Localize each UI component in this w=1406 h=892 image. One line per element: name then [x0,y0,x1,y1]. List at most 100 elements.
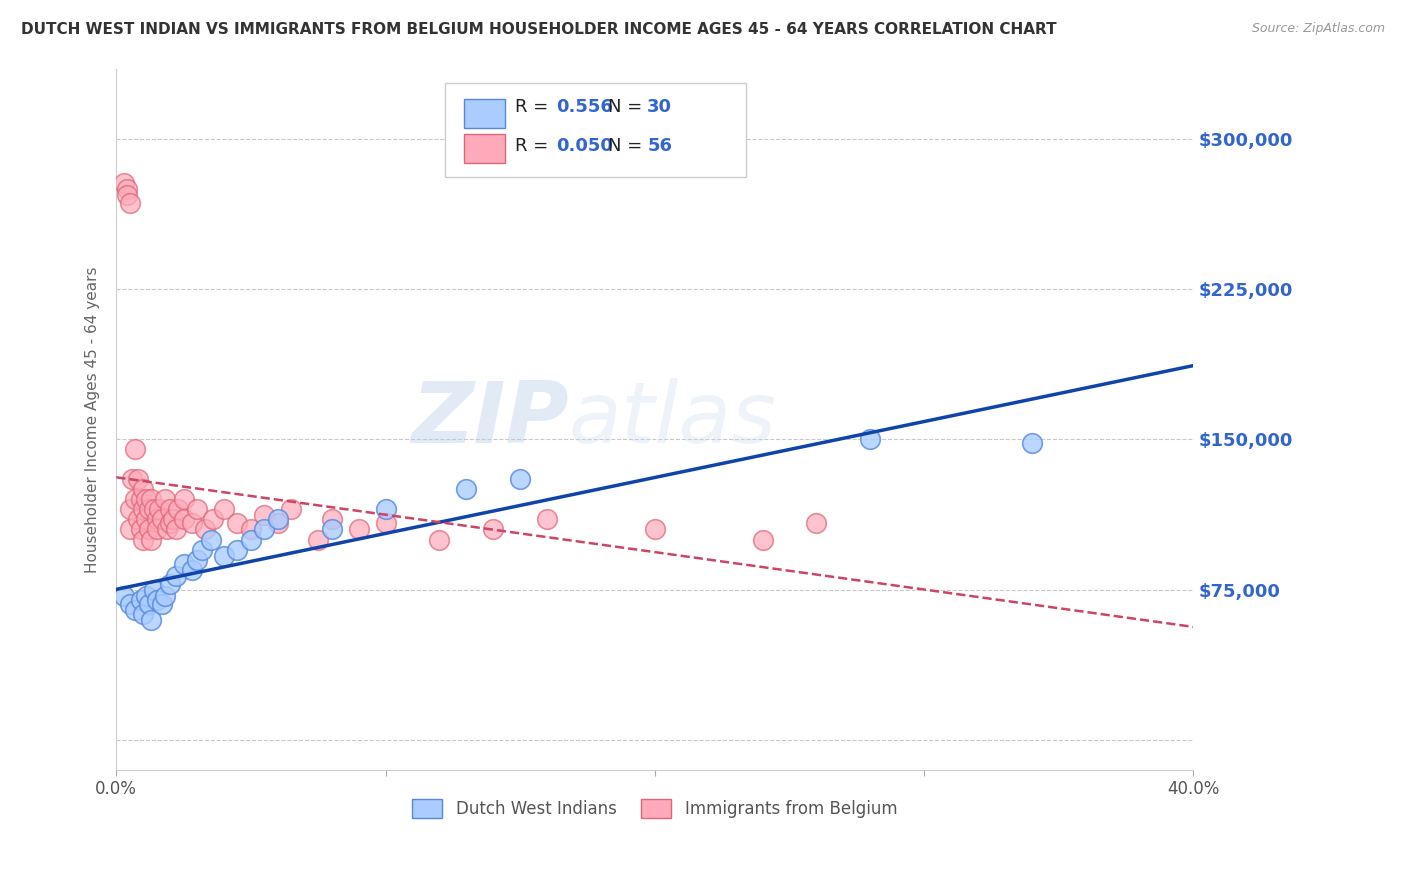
Point [124,442,146,457]
Point [173,557,195,571]
Legend: Dutch West Indians, Immigrants from Belgium: Dutch West Indians, Immigrants from Belg… [405,792,904,825]
Point [143,582,166,597]
Point [180,563,202,577]
Point [429,533,451,547]
Point [1021,436,1043,450]
Point [253,523,276,537]
Point [159,502,181,516]
Point [200,533,222,547]
Point [191,542,214,557]
Y-axis label: Householder Income Ages 45 - 64 years: Householder Income Ages 45 - 64 years [86,266,100,573]
Text: Source: ZipAtlas.com: Source: ZipAtlas.com [1251,22,1385,36]
Point [150,597,173,611]
Point [141,492,163,507]
Point [509,472,531,486]
Point [145,512,167,526]
Point [129,492,152,507]
Point [267,516,290,531]
FancyBboxPatch shape [464,99,505,128]
Point [186,502,208,516]
Point [141,533,163,547]
Point [456,483,478,497]
Point [124,492,146,507]
Point [118,502,141,516]
Point [159,516,181,531]
Point [153,589,176,603]
Point [112,589,135,603]
Point [153,492,176,507]
FancyBboxPatch shape [464,134,505,163]
Point [138,597,160,611]
Point [138,502,160,516]
Point [280,502,302,516]
Point [307,533,329,547]
Point [132,483,155,497]
Text: N =: N = [609,136,648,154]
Point [751,533,773,547]
Point [226,516,249,531]
Point [145,592,167,607]
Point [644,523,666,537]
Point [165,568,187,582]
Text: 0.556: 0.556 [555,98,613,116]
Text: 30: 30 [647,98,672,116]
Point [321,512,343,526]
FancyBboxPatch shape [444,83,747,178]
Point [121,472,143,486]
Point [482,523,505,537]
Point [135,512,157,526]
Point [129,523,152,537]
Point [118,597,141,611]
Point [132,533,155,547]
Point [159,576,181,591]
Point [124,602,146,616]
Point [127,512,149,526]
Point [226,542,249,557]
Point [145,523,167,537]
Point [321,523,343,537]
Point [186,552,208,566]
Point [267,512,290,526]
Point [132,502,155,516]
Point [173,492,195,507]
Point [112,176,135,190]
Point [173,512,195,526]
Point [239,523,262,537]
Point [132,607,155,621]
Point [536,512,558,526]
Point [202,512,225,526]
Point [150,512,173,526]
Point [374,502,396,516]
Point [135,589,157,603]
Point [347,523,370,537]
Text: R =: R = [515,136,554,154]
Point [143,502,166,516]
Point [212,502,235,516]
Point [162,512,184,526]
Text: 0.050: 0.050 [555,136,613,154]
Point [194,523,217,537]
Point [239,533,262,547]
Text: R =: R = [515,98,554,116]
Point [156,523,179,537]
Point [165,523,187,537]
Text: ZIP: ZIP [411,377,568,461]
Point [141,613,163,627]
Point [374,516,396,531]
Point [118,523,141,537]
Point [127,472,149,486]
Point [212,549,235,563]
Text: atlas: atlas [568,377,776,461]
Text: DUTCH WEST INDIAN VS IMMIGRANTS FROM BELGIUM HOUSEHOLDER INCOME AGES 45 - 64 YEA: DUTCH WEST INDIAN VS IMMIGRANTS FROM BEL… [21,22,1057,37]
Point [118,195,141,210]
Point [806,516,828,531]
Point [167,502,190,516]
Point [859,432,882,446]
Point [129,592,152,607]
Text: 56: 56 [647,136,672,154]
Text: N =: N = [609,98,648,116]
Point [115,187,138,202]
Point [115,182,138,196]
Point [253,508,276,523]
Point [180,516,202,531]
